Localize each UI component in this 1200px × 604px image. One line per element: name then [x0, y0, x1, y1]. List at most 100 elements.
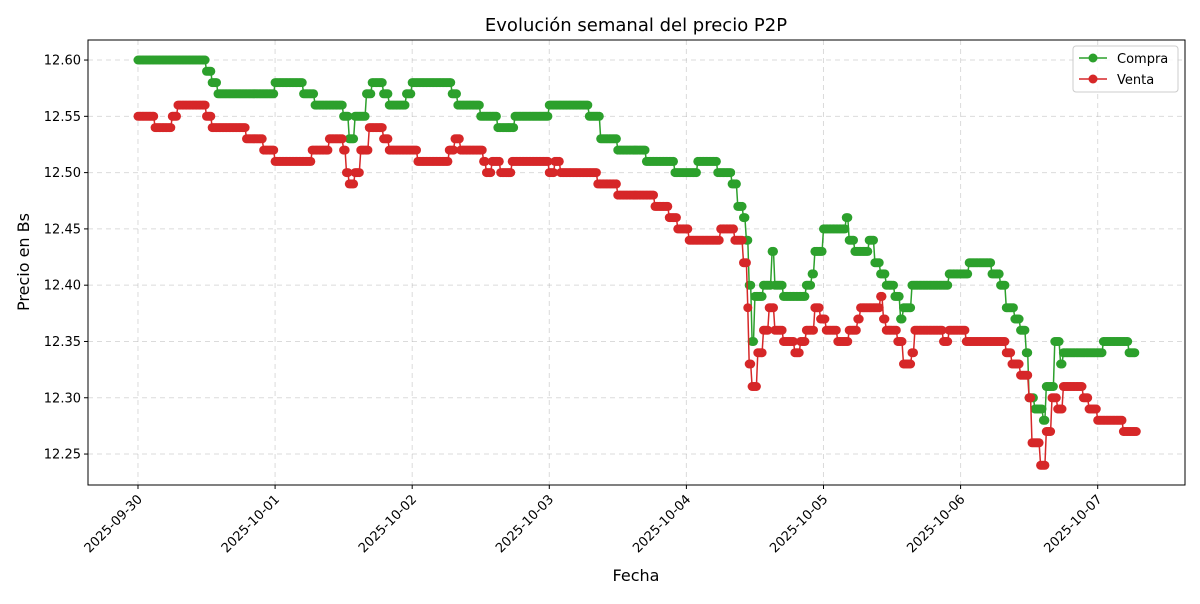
data-point-venta — [412, 145, 421, 155]
data-point-venta — [906, 359, 916, 369]
data-point-compra — [906, 303, 916, 313]
data-point-venta — [814, 303, 824, 313]
data-point-compra — [809, 269, 818, 279]
data-point-venta — [543, 156, 553, 166]
data-point-compra — [731, 179, 741, 189]
data-point-venta — [343, 168, 353, 178]
data-point-venta — [477, 145, 487, 155]
data-point-venta — [809, 325, 818, 335]
data-point-compra — [849, 235, 858, 245]
data-point-venta — [591, 168, 601, 178]
x-axis-label: Fecha — [613, 566, 660, 585]
data-point-compra — [406, 89, 416, 99]
data-point-venta — [874, 303, 884, 313]
data-point-venta — [611, 179, 621, 189]
series-line-compra — [138, 59, 1135, 422]
legend-marker-compra — [1088, 53, 1098, 63]
data-point-venta — [206, 111, 216, 121]
data-point-venta — [737, 235, 747, 245]
data-point-venta — [149, 111, 159, 121]
x-tick-label: 2025-10-06 — [904, 492, 968, 556]
x-tick-label: 2025-10-03 — [493, 492, 557, 556]
series-compra — [133, 55, 1140, 425]
data-point-compra — [711, 156, 721, 166]
data-point-compra — [994, 269, 1004, 279]
data-point-compra — [474, 100, 484, 110]
data-point-compra — [1023, 348, 1033, 358]
data-point-venta — [831, 325, 841, 335]
data-point-compra — [726, 168, 736, 178]
data-point-venta — [257, 134, 267, 144]
data-point-compra — [594, 111, 604, 121]
data-point-venta — [800, 337, 810, 346]
data-point-venta — [1091, 404, 1101, 414]
data-point-venta — [789, 337, 798, 346]
data-point-venta — [937, 325, 947, 335]
legend-label-compra: Compra — [1117, 52, 1168, 67]
data-point-compra — [269, 89, 279, 99]
data-point-venta — [1117, 415, 1127, 425]
data-point-venta — [506, 168, 516, 178]
data-point-venta — [1051, 393, 1061, 403]
data-point-venta — [269, 145, 279, 155]
data-point-venta — [880, 314, 890, 324]
data-point-venta — [383, 134, 393, 144]
data-point-venta — [909, 348, 918, 358]
data-point-venta — [200, 100, 210, 110]
series-venta — [133, 100, 1141, 470]
data-point-compra — [800, 291, 810, 301]
y-tick-label: 12.25 — [44, 448, 81, 463]
data-point-venta — [769, 303, 778, 313]
y-tick-label: 12.55 — [44, 110, 81, 125]
data-point-venta — [943, 337, 953, 346]
data-point-venta — [480, 156, 490, 166]
data-point-compra — [943, 280, 953, 290]
data-point-compra — [509, 123, 519, 133]
data-point-compra — [840, 224, 850, 234]
data-point-compra — [986, 258, 996, 268]
data-point-compra — [640, 145, 650, 155]
data-point-compra — [740, 213, 750, 223]
data-point-venta — [714, 235, 724, 245]
data-point-venta — [820, 314, 830, 324]
data-point-compra — [1130, 348, 1140, 358]
data-point-venta — [1046, 427, 1056, 436]
data-point-venta — [549, 168, 559, 178]
data-point-compra — [963, 269, 973, 279]
chart-title: Evolución semanal del precio P2P — [485, 15, 787, 36]
data-point-venta — [1006, 348, 1016, 358]
data-point-venta — [166, 123, 176, 133]
data-point-venta — [349, 179, 359, 189]
data-point-venta — [851, 325, 861, 335]
y-tick-label: 12.30 — [44, 391, 81, 406]
data-point-venta — [649, 190, 658, 200]
data-point-venta — [960, 325, 970, 335]
data-point-compra — [366, 89, 376, 99]
data-point-compra — [869, 235, 878, 245]
data-point-compra — [337, 100, 347, 110]
data-point-compra — [749, 337, 758, 346]
data-point-venta — [443, 156, 453, 166]
data-point-compra — [491, 111, 501, 121]
data-point-compra — [543, 111, 553, 121]
data-point-venta — [337, 134, 347, 144]
data-point-venta — [1000, 337, 1010, 346]
data-point-compra — [1037, 404, 1047, 414]
plot-frame — [87, 39, 1186, 486]
data-point-compra — [746, 280, 756, 290]
data-point-compra — [769, 246, 778, 256]
y-axis-label: Precio en Bs — [14, 213, 33, 311]
data-point-compra — [360, 111, 370, 121]
x-tick-label: 2025-09-30 — [82, 492, 146, 556]
data-point-compra — [806, 280, 816, 290]
data-point-venta — [340, 145, 350, 155]
grid — [88, 40, 1185, 485]
data-point-compra — [309, 89, 319, 99]
data-point-venta — [877, 291, 887, 301]
data-point-venta — [323, 145, 333, 155]
data-point-venta — [1023, 370, 1033, 380]
data-point-venta — [172, 111, 181, 121]
data-point-compra — [777, 280, 787, 290]
data-point-venta — [854, 314, 864, 324]
data-point-compra — [200, 55, 210, 65]
